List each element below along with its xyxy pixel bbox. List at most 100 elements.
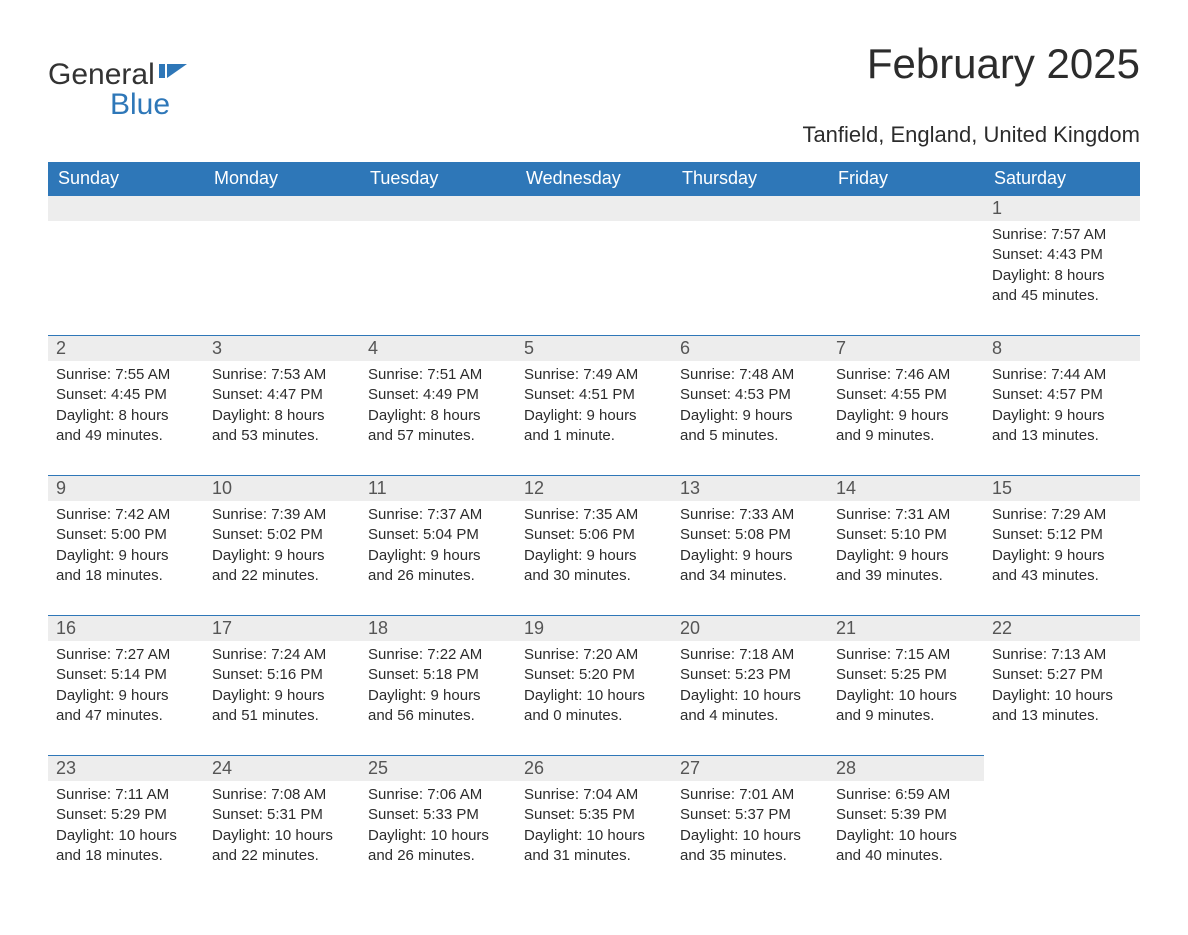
day-details [672,221,828,235]
day-number: 1 [984,195,1140,221]
sunset-line: Sunset: 5:10 PM [836,525,976,545]
calendar-cell: 21Sunrise: 7:15 AMSunset: 5:25 PMDayligh… [828,615,984,755]
sunset-line: Sunset: 5:18 PM [368,665,508,685]
day-header: Saturday [984,162,1140,195]
daylight-line: Daylight: 9 hours and 43 minutes. [992,546,1132,587]
daylight-line: Daylight: 10 hours and 40 minutes. [836,826,976,867]
sunset-line: Sunset: 5:35 PM [524,805,664,825]
calendar-cell: 11Sunrise: 7:37 AMSunset: 5:04 PMDayligh… [360,475,516,615]
sunrise-line: Sunrise: 6:59 AM [836,785,976,805]
calendar-cell: 18Sunrise: 7:22 AMSunset: 5:18 PMDayligh… [360,615,516,755]
day-details: Sunrise: 7:27 AMSunset: 5:14 PMDaylight:… [48,641,204,736]
daylight-line: Daylight: 10 hours and 18 minutes. [56,826,196,867]
daylight-line: Daylight: 8 hours and 53 minutes. [212,406,352,447]
day-number: 7 [828,335,984,361]
calendar-cell: 24Sunrise: 7:08 AMSunset: 5:31 PMDayligh… [204,755,360,895]
sunrise-line: Sunrise: 7:42 AM [56,505,196,525]
day-details: Sunrise: 7:49 AMSunset: 4:51 PMDaylight:… [516,361,672,456]
day-number: 13 [672,475,828,501]
day-details: Sunrise: 7:18 AMSunset: 5:23 PMDaylight:… [672,641,828,736]
daylight-line: Daylight: 9 hours and 5 minutes. [680,406,820,447]
calendar-cell: 6Sunrise: 7:48 AMSunset: 4:53 PMDaylight… [672,335,828,475]
day-number: 21 [828,615,984,641]
sunrise-line: Sunrise: 7:49 AM [524,365,664,385]
calendar-cell: 10Sunrise: 7:39 AMSunset: 5:02 PMDayligh… [204,475,360,615]
day-details: Sunrise: 7:35 AMSunset: 5:06 PMDaylight:… [516,501,672,596]
day-details: Sunrise: 7:55 AMSunset: 4:45 PMDaylight:… [48,361,204,456]
day-details [360,221,516,235]
sunset-line: Sunset: 5:37 PM [680,805,820,825]
sunset-line: Sunset: 5:08 PM [680,525,820,545]
daylight-line: Daylight: 10 hours and 22 minutes. [212,826,352,867]
sunset-line: Sunset: 5:25 PM [836,665,976,685]
daylight-line: Daylight: 10 hours and 0 minutes. [524,686,664,727]
day-details: Sunrise: 7:48 AMSunset: 4:53 PMDaylight:… [672,361,828,456]
daylight-line: Daylight: 10 hours and 13 minutes. [992,686,1132,727]
day-details: Sunrise: 7:57 AMSunset: 4:43 PMDaylight:… [984,221,1140,316]
daylight-line: Daylight: 9 hours and 30 minutes. [524,546,664,587]
day-header: Monday [204,162,360,195]
day-number: . [204,195,360,221]
day-number: . [828,195,984,221]
day-details [204,221,360,235]
calendar-cell: 17Sunrise: 7:24 AMSunset: 5:16 PMDayligh… [204,615,360,755]
day-number: 3 [204,335,360,361]
day-details: Sunrise: 7:04 AMSunset: 5:35 PMDaylight:… [516,781,672,876]
daylight-line: Daylight: 9 hours and 26 minutes. [368,546,508,587]
day-number: . [984,755,1140,780]
daylight-line: Daylight: 8 hours and 57 minutes. [368,406,508,447]
calendar-cell: 12Sunrise: 7:35 AMSunset: 5:06 PMDayligh… [516,475,672,615]
sunrise-line: Sunrise: 7:04 AM [524,785,664,805]
calendar-cell: 5Sunrise: 7:49 AMSunset: 4:51 PMDaylight… [516,335,672,475]
day-number: 24 [204,755,360,781]
calendar-cell-empty: . [204,195,360,335]
sunrise-line: Sunrise: 7:57 AM [992,225,1132,245]
daylight-line: Daylight: 10 hours and 9 minutes. [836,686,976,727]
sunset-line: Sunset: 5:06 PM [524,525,664,545]
sunrise-line: Sunrise: 7:01 AM [680,785,820,805]
day-details [48,221,204,235]
day-details: Sunrise: 7:24 AMSunset: 5:16 PMDaylight:… [204,641,360,736]
calendar-cell-empty: . [48,195,204,335]
day-details: Sunrise: 7:08 AMSunset: 5:31 PMDaylight:… [204,781,360,876]
day-details: Sunrise: 7:51 AMSunset: 4:49 PMDaylight:… [360,361,516,456]
daylight-line: Daylight: 9 hours and 47 minutes. [56,686,196,727]
sunrise-line: Sunrise: 7:33 AM [680,505,820,525]
day-number: 19 [516,615,672,641]
day-number: 23 [48,755,204,781]
day-number: 20 [672,615,828,641]
day-details: Sunrise: 7:44 AMSunset: 4:57 PMDaylight:… [984,361,1140,456]
day-header: Thursday [672,162,828,195]
day-details: Sunrise: 7:13 AMSunset: 5:27 PMDaylight:… [984,641,1140,736]
sunrise-line: Sunrise: 7:06 AM [368,785,508,805]
calendar-cell: 2Sunrise: 7:55 AMSunset: 4:45 PMDaylight… [48,335,204,475]
day-number: 17 [204,615,360,641]
daylight-line: Daylight: 9 hours and 39 minutes. [836,546,976,587]
day-details: Sunrise: 7:01 AMSunset: 5:37 PMDaylight:… [672,781,828,876]
day-details: Sunrise: 7:33 AMSunset: 5:08 PMDaylight:… [672,501,828,596]
calendar-cell-empty: . [360,195,516,335]
sunrise-line: Sunrise: 7:29 AM [992,505,1132,525]
sunset-line: Sunset: 4:47 PM [212,385,352,405]
sunrise-line: Sunrise: 7:48 AM [680,365,820,385]
sunrise-line: Sunrise: 7:53 AM [212,365,352,385]
brand-logo: General Blue [48,40,187,120]
calendar-cell: 28Sunrise: 6:59 AMSunset: 5:39 PMDayligh… [828,755,984,895]
sunset-line: Sunset: 4:45 PM [56,385,196,405]
calendar-table: SundayMondayTuesdayWednesdayThursdayFrid… [48,162,1140,895]
calendar-cell: 7Sunrise: 7:46 AMSunset: 4:55 PMDaylight… [828,335,984,475]
sunset-line: Sunset: 5:02 PM [212,525,352,545]
day-details: Sunrise: 7:37 AMSunset: 5:04 PMDaylight:… [360,501,516,596]
day-header: Friday [828,162,984,195]
day-details: Sunrise: 7:31 AMSunset: 5:10 PMDaylight:… [828,501,984,596]
calendar-cell: 13Sunrise: 7:33 AMSunset: 5:08 PMDayligh… [672,475,828,615]
day-number: 9 [48,475,204,501]
day-number: 18 [360,615,516,641]
calendar-cell: 15Sunrise: 7:29 AMSunset: 5:12 PMDayligh… [984,475,1140,615]
calendar-cell: 8Sunrise: 7:44 AMSunset: 4:57 PMDaylight… [984,335,1140,475]
brand-part1: General [48,58,155,91]
daylight-line: Daylight: 10 hours and 4 minutes. [680,686,820,727]
day-number: 14 [828,475,984,501]
day-number: 28 [828,755,984,781]
day-number: 8 [984,335,1140,361]
